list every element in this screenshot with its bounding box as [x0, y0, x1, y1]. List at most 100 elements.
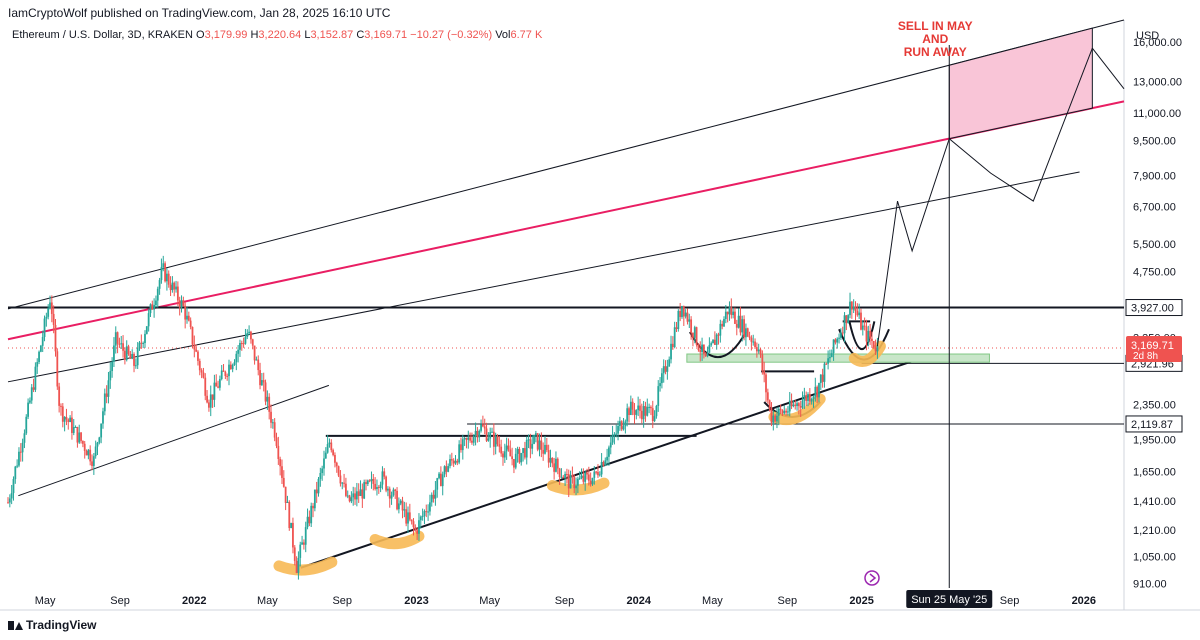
candle-body	[250, 331, 252, 340]
candle-body	[359, 489, 362, 496]
candle-body	[728, 307, 731, 315]
candle-body	[741, 319, 744, 333]
time-tick-label: Sep	[110, 595, 130, 607]
candle-body	[220, 370, 223, 380]
candle-body	[310, 505, 313, 524]
candle-body	[604, 460, 607, 466]
time-tick-label: 2023	[404, 595, 428, 607]
candle-body	[471, 440, 473, 443]
candle-body	[434, 489, 437, 499]
candle-body	[606, 456, 608, 461]
candle-body	[474, 430, 477, 437]
candle-body	[312, 505, 314, 509]
candle-body	[808, 394, 811, 402]
candle-body	[313, 489, 316, 509]
candle-body	[50, 302, 53, 314]
candle-body	[34, 366, 37, 390]
candle-body	[483, 426, 486, 429]
candle-body	[690, 319, 693, 333]
candle-body	[12, 479, 15, 494]
symbol-title: Ethereum / U.S. Dollar, 3D, KRAKEN	[12, 29, 193, 41]
candle-body	[226, 375, 229, 377]
candle-body	[438, 473, 440, 479]
candle-body	[754, 341, 756, 348]
candle-body	[47, 308, 50, 317]
candle-body	[273, 422, 276, 438]
candle-body	[602, 462, 605, 466]
candle-body	[345, 483, 347, 496]
candle-body	[403, 509, 406, 511]
candle-body	[755, 347, 758, 352]
candle-body	[379, 484, 382, 488]
candle-body	[339, 475, 342, 484]
candle-body	[452, 460, 455, 464]
candle-body	[671, 343, 674, 348]
candle-body	[668, 359, 671, 367]
candle-body	[481, 424, 484, 427]
candle-body	[529, 439, 532, 449]
candle-body	[485, 428, 488, 441]
candle-body	[381, 471, 384, 485]
candle-body	[651, 408, 654, 422]
candle-body	[271, 422, 274, 424]
candle-body	[463, 438, 466, 440]
candle-body	[23, 433, 26, 443]
candle-body	[580, 475, 583, 478]
candle-body	[18, 451, 20, 466]
candle-body	[544, 444, 546, 454]
candle-body	[662, 366, 665, 374]
candle-body	[58, 386, 61, 406]
candle-body	[202, 372, 205, 378]
candle-body	[92, 456, 95, 466]
price-tick-label: 9,500.00	[1133, 136, 1176, 148]
candle-body	[618, 421, 621, 426]
candle-body	[765, 374, 767, 393]
current-countdown-label: 2d 8h	[1133, 351, 1158, 362]
price-tick-label: 1,950.00	[1133, 435, 1176, 447]
candle-body	[253, 345, 256, 361]
candle-body	[867, 330, 870, 342]
candle-body	[732, 311, 735, 316]
candle-body	[317, 478, 320, 494]
candle-body	[628, 408, 630, 416]
candle-body	[498, 444, 501, 447]
candle-body	[45, 316, 48, 319]
candle-body	[277, 445, 280, 459]
candle-body	[308, 516, 311, 524]
time-tick-label: Sep	[332, 595, 352, 607]
candle-body	[622, 426, 625, 430]
candle-body	[587, 474, 590, 481]
candle-body	[30, 387, 33, 401]
candle-body	[759, 349, 762, 355]
time-tick-label: Sep	[778, 595, 798, 607]
candles	[7, 255, 879, 580]
candle-body	[361, 489, 364, 499]
candle-body	[56, 351, 59, 387]
candle-body	[114, 332, 117, 346]
candle-body	[491, 431, 493, 433]
candle-body	[518, 448, 521, 463]
candle-body	[803, 395, 806, 401]
candle-body	[65, 416, 68, 420]
candle-body	[282, 477, 285, 487]
close-value: 3,169.71	[364, 29, 408, 41]
candle-body	[346, 495, 349, 497]
candle-body	[193, 344, 196, 350]
candle-body	[14, 466, 17, 480]
candle-body	[692, 332, 694, 338]
candle-body	[838, 337, 840, 339]
open-value: 3,179.99	[204, 29, 248, 41]
candle-body	[876, 345, 879, 352]
candle-body	[613, 434, 616, 436]
candle-body	[624, 421, 627, 427]
candle-body	[863, 325, 866, 327]
candle-body	[323, 458, 325, 469]
candle-body	[787, 411, 789, 413]
candle-body	[246, 333, 249, 337]
candle-body	[542, 449, 545, 454]
candle-body	[456, 460, 459, 463]
candle-body	[49, 302, 51, 309]
candle-body	[237, 349, 240, 354]
candle-body	[191, 326, 194, 345]
